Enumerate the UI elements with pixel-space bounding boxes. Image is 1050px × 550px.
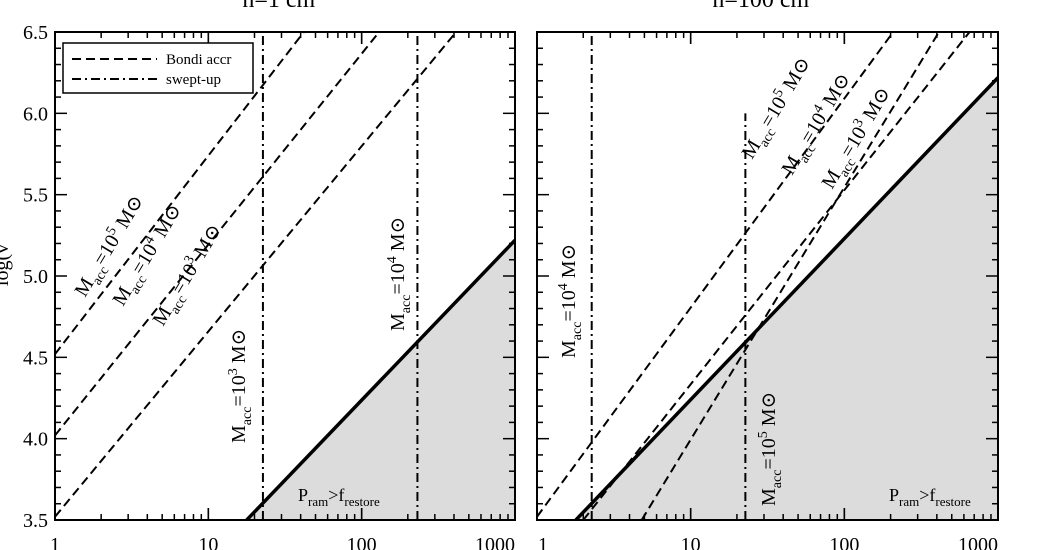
right-plot-frame (536, 31, 999, 521)
left-region-label: Pram>frestore (298, 485, 380, 509)
legend-label-bondi: Bondi accr (166, 52, 231, 68)
left-x-tick-labels: 1 10 100 1000 (50, 534, 515, 550)
x-tick-label: 100 (829, 534, 859, 550)
macc-label: Macc=103 M⊙ (226, 329, 255, 443)
y-tick-label: 6.0 (23, 103, 48, 125)
left-panel: 1 10 100 1000 3.5 4.0 4.5 5.0 5.5 6.0 6.5 n=1 cm-… (0, 0, 516, 550)
annotation-right-swept-1e4: Macc=104 M⊙ (556, 244, 585, 358)
right-panel: 1 10 100 1000 n=100 cm-3 Macc=105 M⊙ Macc=1… (536, 0, 999, 550)
left-y-tick-labels: 3.5 4.0 4.5 5.0 5.5 6.0 6.5 (23, 22, 48, 532)
x-tick-label: 1 (538, 534, 548, 550)
y-axis-label: log(v (0, 244, 13, 286)
y-tick-label: 6.5 (23, 22, 48, 44)
macc-label: Macc=105 M⊙ (756, 392, 785, 506)
legend-label-swept-up: swept-up (166, 72, 221, 88)
left-panel-title: n=1 cm-3 (242, 0, 327, 13)
legend: Bondi accr swept-up (62, 42, 254, 94)
x-tick-label: 1000 (475, 534, 515, 550)
series-line-solid-5 (245, 239, 515, 520)
macc-label: Macc=104 M⊙ (556, 244, 585, 358)
x-tick-label: 1 (50, 534, 60, 550)
y-tick-label: 4.0 (23, 429, 48, 451)
right-x-tick-labels: 1 10 100 1000 (538, 534, 998, 550)
left-series-group (55, 32, 515, 520)
x-tick-label: 10 (198, 534, 218, 550)
series-line-dashed-1 (55, 32, 380, 437)
y-tick-label: 3.5 (23, 510, 48, 532)
annotation-right-swept-1e5: Macc=105 M⊙ (756, 392, 785, 506)
annotation-left-swept-1e3: Macc=103 M⊙ (226, 329, 255, 443)
region-label-text: Pram>frestore (298, 485, 380, 509)
annotation-left-swept-1e4: Macc=104 M⊙ (385, 217, 414, 331)
x-tick-label: 10 (681, 534, 701, 550)
right-series-group (537, 32, 998, 520)
right-panel-title: n=100 cm-3 (712, 0, 821, 13)
series-line-dashed-0 (537, 32, 895, 518)
series-line-dashed-2 (55, 32, 457, 518)
y-tick-label: 4.5 (23, 347, 48, 369)
x-tick-label: 1000 (958, 534, 998, 550)
series-line-solid-5 (574, 76, 998, 520)
series-line-dashed-0 (55, 32, 305, 355)
right-region-label: Pram>frestore (889, 485, 971, 509)
y-tick-label: 5.5 (23, 185, 48, 207)
legend-box (62, 42, 254, 94)
region-label-text: Pram>frestore (889, 485, 971, 509)
left-plot-frame (54, 31, 516, 521)
macc-label: Macc=104 M⊙ (385, 217, 414, 331)
x-tick-label: 100 (347, 534, 377, 550)
series-line-dashed-2 (582, 32, 971, 520)
series-line-dashed-1 (640, 32, 940, 520)
y-tick-label: 5.0 (23, 266, 48, 288)
